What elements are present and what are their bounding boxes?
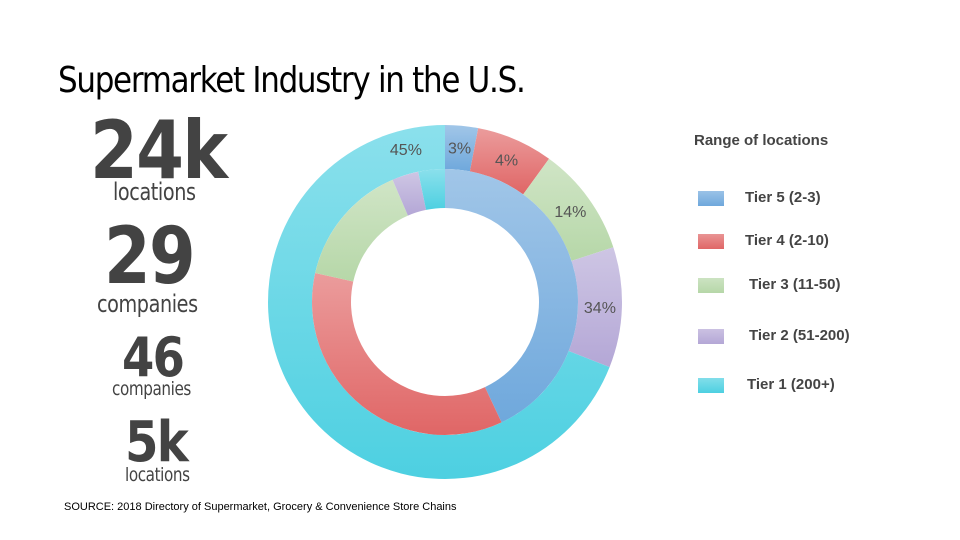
outer-ring-slice-2: [469, 128, 550, 195]
outer-ring: [268, 125, 623, 479]
source-note: SOURCE: 2018 Directory of Supermarket, G…: [64, 501, 457, 513]
legend-swatch: [698, 378, 724, 393]
legend-label: Tier 1 (200+): [747, 376, 835, 393]
stat-label: companies: [97, 290, 198, 318]
inner-ring-slice-1: [445, 169, 578, 423]
inner-ring-slice-2: [311, 273, 502, 436]
stat-value: 46: [122, 326, 185, 389]
legend-title: Range of locations: [694, 132, 829, 149]
outer-ring-slice-3: [523, 158, 614, 261]
legend-label: Tier 3 (11-50): [749, 276, 841, 293]
legend-label: Tier 2 (51-200): [749, 327, 850, 344]
slice-label: 3%: [448, 141, 471, 158]
inner-ring: [311, 169, 578, 436]
legend-swatch: [698, 329, 724, 344]
outer-ring-slice-1: [445, 125, 479, 172]
inner-ring-slice-3: [315, 179, 408, 282]
stat-value: 29: [104, 212, 196, 302]
slice-labels: 3% 4% 14% 34% 45%: [390, 141, 616, 317]
slice-label: 14%: [554, 204, 586, 221]
legend-label: Tier 5 (2-3): [745, 189, 821, 206]
legend-swatch: [698, 234, 724, 249]
stat-value: 5k: [125, 410, 189, 475]
stat-label: companies: [112, 378, 191, 400]
stat-label: locations: [125, 464, 190, 486]
legend-swatch: [698, 191, 724, 206]
slice-label: 34%: [584, 300, 616, 317]
page-title: Supermarket Industry in the U.S.: [58, 60, 526, 101]
slice-label: 45%: [390, 142, 422, 159]
inner-ring-slice-5: [418, 169, 445, 210]
legend-swatch: [698, 278, 724, 293]
legend-label: Tier 4 (2-10): [745, 232, 829, 249]
inner-ring-slice-4: [392, 171, 427, 216]
stat-value: 24k: [90, 104, 228, 197]
outer-ring-slice-4: [568, 247, 623, 368]
stat-label: locations: [113, 178, 196, 206]
slice-label: 4%: [495, 153, 518, 170]
